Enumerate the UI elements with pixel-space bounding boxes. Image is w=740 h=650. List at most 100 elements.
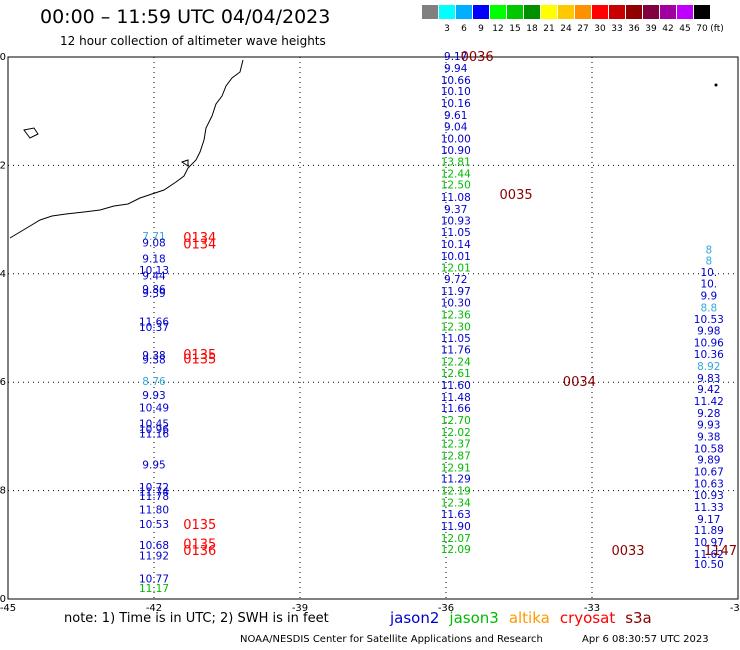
pass-time-label: 0135 [183, 538, 216, 553]
wave-height-value: 9.38 [697, 431, 720, 443]
wave-height-value: 10.90 [441, 145, 471, 157]
wave-height-value: 9.39 [142, 288, 165, 300]
wave-height-value: 9.38 [142, 350, 165, 362]
scale-swatch [694, 5, 710, 19]
scale-swatch [490, 5, 506, 19]
wave-height-value: 11.17 [139, 583, 169, 595]
legend-item: s3a [625, 609, 652, 627]
scale-swatch [643, 5, 659, 19]
wave-height-value: 11.62 [694, 549, 724, 561]
wave-height-value: 11.76 [441, 345, 471, 357]
pass-time-label: 0135 [183, 518, 216, 533]
wave-height-value: 10.68 [139, 540, 169, 552]
scale-swatch [456, 5, 472, 19]
wave-height-value: 7.71 [142, 231, 165, 243]
wave-height-value: 12.44 [441, 169, 471, 181]
wave-height-value: 12.50 [441, 179, 471, 191]
map-title: 00:00 – 11:59 UTC 04/04/2023 [40, 6, 331, 28]
wave-height-value: 10.96 [694, 338, 724, 350]
wave-height-value: 11.05 [441, 333, 471, 345]
wave-height-value: 12.01 [441, 262, 471, 274]
scale-label: 45 [679, 24, 691, 34]
wave-height-value: 11.60 [441, 380, 471, 392]
wave-height-value: 10.00 [441, 133, 471, 145]
wave-height-value: 12.61 [441, 368, 471, 380]
wave-height-value: 8 [705, 244, 712, 256]
wave-height-value: 10.93 [441, 216, 471, 228]
wave-height-value: 10.53 [139, 519, 169, 531]
wave-height-value: 11.63 [441, 509, 471, 521]
legend-item: cryosat [559, 609, 616, 627]
wave-height-value: 11.92 [139, 551, 169, 563]
scale-label: 36 [628, 24, 640, 34]
wave-height-value: 9.18 [142, 254, 165, 266]
credit-footer: NOAA/NESDIS Center for Satellite Applica… [240, 634, 543, 645]
pass-time-label: 0134 [183, 231, 216, 246]
scale-swatch [524, 5, 540, 19]
wave-height-value: 9.94 [444, 63, 468, 75]
scale-label: 15 [509, 24, 521, 34]
scale-label: 3 [444, 24, 450, 34]
wave-height-value: 11.42 [694, 396, 724, 408]
wave-height-value: 10. [700, 267, 717, 279]
scale-swatch [507, 5, 523, 19]
island-dot [714, 83, 718, 87]
wave-height-value: 11.90 [441, 521, 471, 533]
units-note: note: 1) Time is in UTC; 2) SWH is in fe… [64, 611, 329, 626]
wave-height-value: 9.93 [697, 419, 720, 431]
lat-tick-label: -26 [0, 377, 6, 388]
wave-height-value: 10.93 [694, 490, 724, 502]
lon-tick-label: -45 [0, 603, 16, 614]
wave-height-value: 11.66 [139, 316, 169, 328]
wave-height-value: 11.08 [441, 192, 471, 204]
scale-swatch [473, 5, 489, 19]
scale-label: 39 [645, 24, 657, 34]
scale-label: 30 [594, 24, 606, 34]
pass-time-label: 1147 [704, 544, 737, 559]
wave-height-value: 9.89 [697, 455, 720, 467]
lat-tick-label: -30 [0, 594, 6, 605]
pass-time-label: 0135 [183, 352, 216, 367]
wave-height-value: 12.30 [441, 321, 471, 333]
scale-label: 18 [526, 24, 538, 34]
wave-height-value: 11.48 [441, 392, 471, 404]
scale-swatch [439, 5, 455, 19]
wave-height-value: 10.53 [694, 314, 724, 326]
scale-label: 21 [543, 24, 555, 34]
generation-timestamp: Apr 6 08:30:57 UTC 2023 [582, 634, 709, 645]
wave-height-value: 10.77 [139, 573, 169, 585]
scale-swatch [609, 5, 625, 19]
wave-height-value: 11.29 [441, 474, 471, 486]
scale-label: 6 [461, 24, 467, 34]
wave-height-value: 11.80 [139, 505, 169, 517]
pass-time-label: 0136 [183, 544, 216, 559]
wave-height-value: 11.97 [441, 286, 471, 298]
wave-height-value: 9.17 [697, 514, 720, 526]
wave-height-value: 12.37 [441, 438, 471, 450]
scale-swatch [575, 5, 591, 19]
wave-height-value: 10.36 [694, 349, 724, 361]
wave-height-value: 12.02 [441, 427, 471, 439]
wave-height-value: 9.08 [142, 237, 165, 249]
wave-height-value: 10.14 [441, 239, 471, 251]
wave-height-value: 9.86 [142, 284, 166, 296]
wave-height-value: 11.89 [694, 525, 724, 537]
lat-tick-label: -28 [0, 486, 6, 497]
scale-label: 24 [560, 24, 572, 34]
wave-height-value: 11.05 [441, 227, 471, 239]
pass-time-label: 0035 [500, 188, 533, 203]
wave-height-value: 10.37 [139, 322, 169, 334]
lat-tick-label: -24 [0, 269, 6, 280]
scale-swatch [677, 5, 693, 19]
scale-swatch [660, 5, 676, 19]
wave-height-value: 12.34 [441, 498, 471, 510]
scale-label: 9 [478, 24, 484, 34]
wave-height-value: 12.19 [441, 486, 471, 498]
wave-height-value: 9.37 [444, 204, 467, 216]
scale-swatch [592, 5, 608, 19]
map-subtitle: 12 hour collection of altimeter wave hei… [60, 34, 326, 48]
wave-height-value: 10.16 [441, 98, 471, 110]
wave-height-value: 9.98 [697, 326, 720, 338]
wave-height-value: 10.66 [441, 75, 471, 87]
lat-tick-label: -22 [0, 160, 6, 171]
